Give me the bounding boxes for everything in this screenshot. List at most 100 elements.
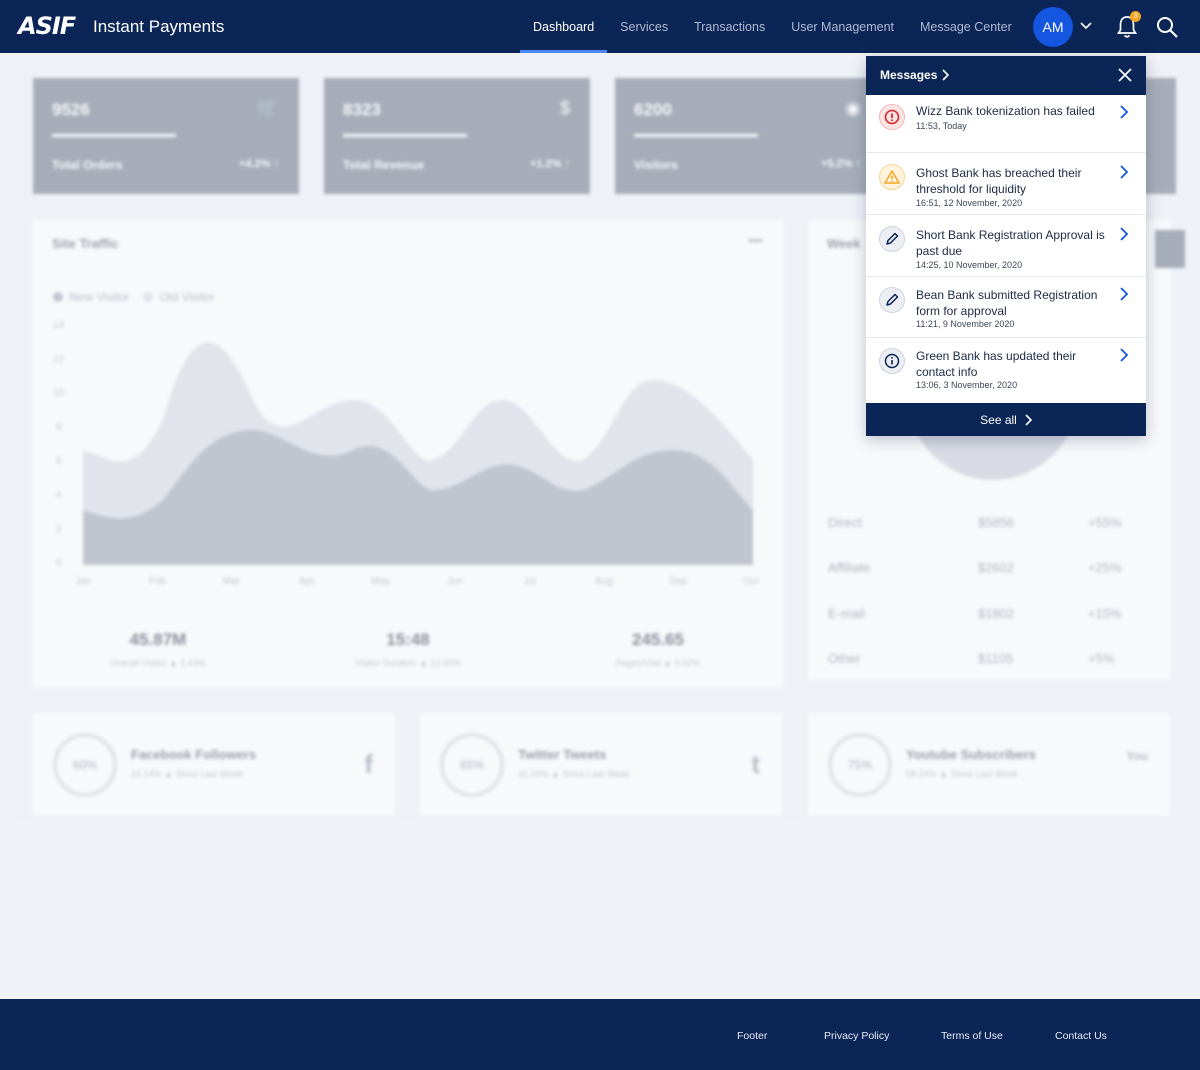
message-item[interactable]: Short Bank Registration Approval is past…: [866, 215, 1146, 277]
chart-legend: New Visitor Old Visitor: [53, 290, 215, 304]
y-tick: 6: [56, 456, 62, 467]
source-row: Affiliate $2602 +25%: [828, 560, 1122, 575]
error-icon: [879, 104, 905, 130]
nav-services[interactable]: Services: [620, 19, 669, 34]
stat-label: Total Orders: [52, 158, 123, 172]
chevron-right-icon[interactable]: [1119, 105, 1129, 119]
main-nav: Dashboard Services Transactions User Man…: [520, 0, 1025, 53]
x-tick: Jul: [523, 576, 536, 587]
social-title: Youtube Subscribers: [906, 747, 1036, 762]
message-item[interactable]: Ghost Bank has breached their threshold …: [866, 153, 1146, 215]
chevron-right-icon: [1025, 413, 1032, 426]
metric-value: 245.65: [632, 630, 684, 649]
social-subtitle: 58.24% ▲ Since Last Week: [906, 769, 1018, 779]
app-title: Instant Payments: [93, 17, 225, 36]
chevron-right-icon[interactable]: [1119, 348, 1129, 362]
stat-label: Total Revenue: [343, 158, 425, 172]
eye-icon: ◉: [845, 98, 861, 118]
nav-message-center[interactable]: Message Center: [920, 19, 1012, 34]
message-item[interactable]: Green Bank has updated their contact inf…: [866, 338, 1146, 403]
stat-value: 9526: [52, 100, 90, 119]
x-tick: Sep: [669, 576, 687, 587]
site-traffic-card: Site Traffic ••• New Visitor Old Visitor…: [33, 220, 783, 688]
stat-change: +1.2% ↑: [529, 158, 570, 170]
y-tick: 4: [56, 490, 62, 501]
message-text: Bean Bank submitted Registration form fo…: [916, 288, 1098, 318]
stat-card-orders: 9526 🛒 Total Orders +4.2% ↑: [33, 78, 299, 194]
notification-badge: 3: [1130, 11, 1141, 22]
pencil-icon: [879, 226, 905, 252]
chevron-down-icon[interactable]: [1079, 19, 1093, 33]
footer-link-terms[interactable]: Terms of Use: [941, 1030, 1003, 1042]
page-footer: Footer Privacy Policy Terms of Use Conta…: [0, 999, 1200, 1070]
source-row: Direct $5856 +55%: [828, 515, 1122, 530]
chevron-right-icon[interactable]: [941, 69, 949, 81]
message-time: 13:06, 3 November, 2020: [916, 380, 1018, 390]
see-all-label: See all: [980, 412, 1017, 427]
metric-value: 45.87M: [129, 630, 187, 649]
message-item[interactable]: Bean Bank submitted Registration form fo…: [866, 277, 1146, 338]
chevron-right-icon[interactable]: [1119, 287, 1129, 301]
footer-link[interactable]: Footer: [737, 1030, 768, 1042]
message-text: Wizz Bank tokenization has failed: [916, 104, 1095, 118]
source-row: E-mail $1802 +15%: [828, 606, 1122, 621]
social-card-twitter: 65% Twitter Tweets 32.15% ▲ Since Last W…: [420, 713, 782, 816]
close-icon[interactable]: [1118, 68, 1132, 82]
social-card-facebook: 60% Facebook Followers 22.14% ▲ Since La…: [33, 713, 395, 816]
y-tick: 14: [53, 320, 65, 331]
message-text: Ghost Bank has breached their threshold …: [916, 166, 1082, 196]
stat-progress: [634, 134, 758, 137]
nav-user-management[interactable]: User Management: [791, 19, 895, 34]
message-time: 11:53, Today: [916, 121, 967, 131]
message-item[interactable]: Wizz Bank tokenization has failed 11:53,…: [866, 95, 1146, 153]
chevron-right-icon[interactable]: [1119, 165, 1129, 179]
search-icon[interactable]: [1155, 15, 1179, 39]
twitter-icon: t: [751, 749, 760, 779]
user-avatar[interactable]: AM: [1033, 7, 1073, 47]
social-subtitle: 22.14% ▲ Since Last Week: [131, 769, 243, 779]
stat-change: +4.2% ↑: [238, 158, 279, 170]
legend-old: Old Visitor: [143, 290, 215, 304]
metric-overall-visitor: 45.87M Overall Visitor ▲ 2.43%: [33, 630, 283, 668]
messages-title[interactable]: Messages: [880, 68, 938, 82]
stat-value: 6200: [634, 100, 672, 119]
progress-ring: 60%: [53, 733, 117, 797]
message-time: 14:25, 10 November, 2020: [916, 260, 1023, 270]
progress-ring: 65%: [440, 733, 504, 797]
metric-visitor-duration: 15:48 Visitor Duration ▲ 12.65%: [283, 630, 533, 668]
y-tick: 8: [56, 422, 62, 433]
progress-ring: 75%: [828, 733, 892, 797]
stat-progress: [52, 134, 176, 137]
source-row: Other $1105 +5%: [828, 651, 1115, 666]
message-text: Short Bank Registration Approval is past…: [916, 228, 1105, 258]
y-tick: 10: [53, 388, 65, 399]
message-time: 11:21, 9 November 2020: [916, 319, 1015, 329]
see-all-button[interactable]: See all: [866, 403, 1146, 436]
message-text: Green Bank has updated their contact inf…: [916, 349, 1077, 379]
footer-link-contact[interactable]: Contact Us: [1055, 1030, 1107, 1042]
footer-link-privacy[interactable]: Privacy Policy: [824, 1030, 890, 1042]
traffic-chart: 14 12 10 8 6 4 2 0 Jan Feb Mar Apr May J…: [53, 320, 759, 587]
app-logo[interactable]: ASIF: [18, 12, 76, 40]
stat-card-visitors: 6200 ◉ Visitors +5.2% ↑: [615, 78, 881, 194]
settings-tab: [1155, 230, 1185, 268]
legend-new: New Visitor: [53, 290, 129, 304]
nav-transactions[interactable]: Transactions: [694, 19, 766, 34]
stat-card-revenue: 8323 $ Total Revenue +1.2% ↑: [324, 78, 590, 194]
metric-pages-visit: 245.65 Pages/Visit ▲ 5.62%: [533, 630, 783, 668]
y-tick: 2: [56, 524, 62, 535]
chevron-right-icon[interactable]: [1119, 227, 1129, 241]
social-subtitle: 32.15% ▲ Since Last Week: [518, 769, 630, 779]
x-tick: Aug: [595, 576, 613, 587]
metric-label: Pages/Visit ▲ 5.62%: [615, 658, 701, 668]
y-tick: 0: [56, 558, 62, 569]
nav-dashboard[interactable]: Dashboard: [520, 0, 608, 53]
social-title: Facebook Followers: [131, 747, 256, 762]
metric-value: 15:48: [386, 630, 430, 649]
y-tick: 12: [53, 354, 65, 365]
metric-label: Visitor Duration ▲ 12.65%: [355, 658, 461, 668]
warning-icon: [879, 164, 905, 190]
message-time: 16:51, 12 November, 2020: [916, 198, 1023, 208]
social-title: Twitter Tweets: [518, 747, 607, 762]
youtube-icon: You: [1126, 749, 1148, 763]
